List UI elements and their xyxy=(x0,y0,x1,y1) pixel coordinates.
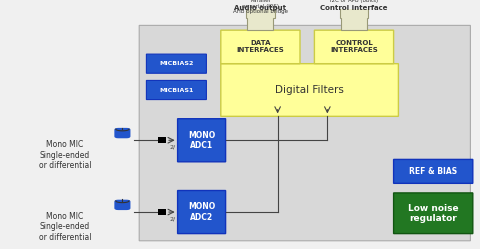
FancyBboxPatch shape xyxy=(114,128,131,138)
FancyBboxPatch shape xyxy=(146,54,206,73)
FancyBboxPatch shape xyxy=(178,190,226,234)
Text: MONO
ADC1: MONO ADC1 xyxy=(188,130,215,150)
Text: Audio output: Audio output xyxy=(234,5,287,11)
FancyBboxPatch shape xyxy=(394,193,473,234)
Text: Mono MIC
Single-ended
or differential: Mono MIC Single-ended or differential xyxy=(38,212,91,242)
Text: Digital Filters: Digital Filters xyxy=(275,85,344,95)
Text: MONO
ADC2: MONO ADC2 xyxy=(188,202,215,222)
Bar xyxy=(158,137,166,143)
Text: Mono MIC
Single-ended
or differential: Mono MIC Single-ended or differential xyxy=(38,140,91,170)
Text: DATA
INTERFACES: DATA INTERFACES xyxy=(237,40,284,54)
FancyBboxPatch shape xyxy=(221,64,398,116)
Text: I2C or APB (8bits): I2C or APB (8bits) xyxy=(330,0,378,3)
Text: MICBIAS2: MICBIAS2 xyxy=(159,61,193,66)
Text: 2/: 2/ xyxy=(170,217,176,222)
FancyBboxPatch shape xyxy=(314,30,394,64)
Text: CONTROL
INTERFACES: CONTROL INTERFACES xyxy=(330,40,378,54)
FancyBboxPatch shape xyxy=(114,200,131,210)
Polygon shape xyxy=(246,7,275,30)
Text: 2/: 2/ xyxy=(170,145,176,150)
FancyBboxPatch shape xyxy=(221,30,300,64)
Text: MICBIAS1: MICBIAS1 xyxy=(159,87,193,92)
Polygon shape xyxy=(340,7,369,30)
FancyBboxPatch shape xyxy=(146,80,206,100)
Text: Low noise
regulator: Low noise regulator xyxy=(408,203,458,223)
Text: Control interface: Control interface xyxy=(320,5,388,11)
Text: Parallel
or serial (I2S)
AHB optional bridge: Parallel or serial (I2S) AHB optional br… xyxy=(233,0,288,14)
Bar xyxy=(158,209,166,215)
Text: REF & BIAS: REF & BIAS xyxy=(409,167,457,176)
FancyBboxPatch shape xyxy=(139,25,470,241)
FancyBboxPatch shape xyxy=(394,159,473,183)
FancyBboxPatch shape xyxy=(178,119,226,162)
